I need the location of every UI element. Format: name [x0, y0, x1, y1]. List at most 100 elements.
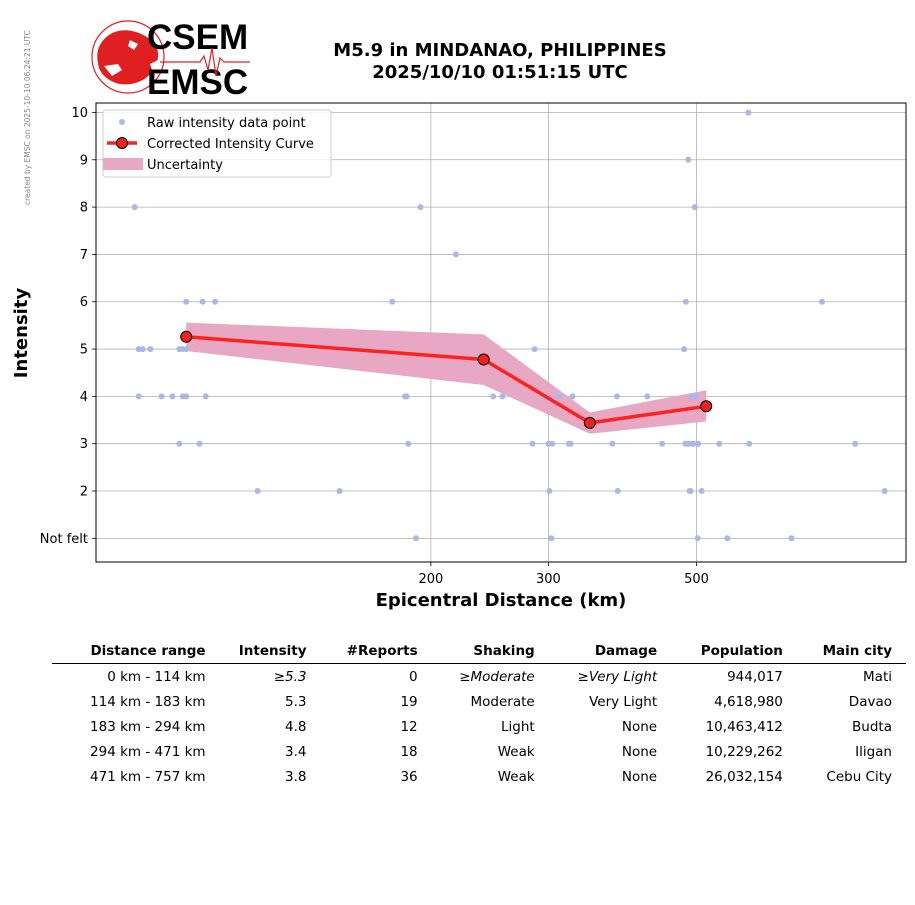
table-cell: Very Light	[589, 694, 658, 710]
raw-data-point	[644, 393, 651, 400]
x-tick-label: 200	[418, 572, 443, 587]
raw-data-point	[685, 156, 692, 163]
legend-raw-marker	[119, 119, 125, 125]
table-row: 471 km - 757 km 3.8 36 Weak None 26,032,154 Ce…	[52, 764, 906, 789]
raw-data-point	[169, 393, 176, 400]
x-tick-label: 300	[536, 572, 561, 587]
intensity-curve-point	[477, 353, 490, 366]
table-cell: None	[621, 744, 658, 760]
raw-data-point	[131, 204, 138, 211]
y-tick-label: 10	[71, 106, 88, 121]
raw-data-point	[183, 393, 190, 400]
chart-title-line1: M5.9 in MINDANAO, PHILIPPINES	[333, 40, 666, 61]
table-cell: None	[621, 719, 658, 735]
logo-csem-text: CSEM	[147, 18, 248, 57]
table-cell: Weak	[497, 769, 535, 785]
raw-data-point	[199, 298, 206, 305]
raw-points-layer	[131, 109, 888, 542]
raw-data-point	[499, 393, 506, 400]
raw-data-point	[569, 393, 576, 400]
raw-data-point	[690, 440, 697, 447]
raw-data-point	[413, 535, 419, 542]
legend-raw-label: Raw intensity data point	[147, 116, 306, 131]
table-cell: 5.3	[285, 694, 307, 710]
raw-data-point	[687, 488, 694, 494]
intensity-curve-point	[180, 330, 193, 343]
emsc-logo: CSEM EMSC	[91, 18, 250, 102]
raw-data-point	[724, 535, 731, 542]
table-cell: Cebu City	[826, 769, 892, 785]
raw-data-point	[682, 298, 689, 305]
legend-curve-marker	[116, 137, 128, 149]
raw-data-point	[614, 488, 621, 494]
raw-data-point	[531, 346, 538, 353]
raw-data-point	[567, 440, 574, 447]
raw-data-point	[183, 346, 190, 353]
y-tick-label: 3	[80, 437, 88, 452]
raw-data-point	[692, 393, 699, 400]
intensity-curve-point	[700, 400, 713, 413]
table-cell: ≥Moderate	[459, 669, 535, 685]
raw-data-point	[546, 488, 553, 494]
uncertainty-layer	[186, 322, 707, 434]
table-cell: 3.8	[285, 769, 307, 785]
legend: Raw intensity data point Corrected Inten…	[102, 109, 332, 178]
raw-data-point	[549, 440, 556, 447]
table-cell: 10,229,262	[705, 744, 783, 760]
raw-data-point	[556, 393, 563, 400]
table-header-cell: Distance range	[52, 640, 214, 664]
table-cell: 18	[400, 744, 418, 760]
raw-data-point	[819, 298, 825, 305]
table-cell: 4,618,980	[714, 694, 783, 710]
table-cell: Davao	[848, 694, 892, 710]
table-header-cell: Population	[671, 640, 797, 664]
table-row: 183 km - 294 km 4.8 12 Light None 10,463,412 B…	[52, 714, 906, 739]
raw-data-point	[490, 393, 497, 400]
raw-data-point	[196, 440, 203, 447]
table-cell: ≥5.3	[273, 669, 307, 685]
raw-data-point	[691, 204, 698, 211]
raw-data-point	[452, 251, 459, 258]
raw-data-point	[176, 440, 183, 447]
table-cell: Moderate	[470, 694, 535, 710]
uncertainty-band	[186, 322, 707, 434]
y-axis-ticks: Not felt 2 3 4 5 6 7 8 9 10	[40, 106, 96, 547]
raw-data-point	[405, 440, 412, 447]
table-cell: None	[621, 769, 658, 785]
table-cell: 10,463,412	[705, 719, 783, 735]
y-tick-label: 5	[80, 343, 88, 358]
raw-data-point	[417, 204, 424, 211]
table-header-cell: Damage	[548, 640, 672, 664]
table-cell: 294 km - 471 km	[90, 744, 206, 760]
table-header-cell: Intensity	[213, 640, 321, 664]
table-body: 0 km - 114 km ≥5.3 0 ≥Moderate ≥Very Light 94…	[52, 664, 906, 790]
legend-uncertainty-label: Uncertainty	[147, 158, 223, 173]
intensity-curve-point	[583, 416, 596, 429]
table-header-cell: #Reports	[320, 640, 432, 664]
raw-data-point	[788, 535, 795, 542]
y-tick-label: 6	[80, 295, 88, 310]
y-tick-label: 7	[80, 248, 88, 263]
table-cell: Light	[501, 719, 535, 735]
table-cell: ≥Very Light	[577, 669, 658, 685]
chart-title-line2: 2025/10/10 01:51:15 UTC	[372, 62, 628, 83]
table-header-row: Distance range Intensity #Reports Shaking Da…	[52, 640, 906, 664]
y-tick-label: 2	[80, 485, 88, 500]
raw-data-point	[659, 440, 666, 447]
raw-data-point	[852, 440, 859, 447]
raw-data-point	[745, 109, 752, 116]
table-cell: Weak	[497, 744, 535, 760]
raw-data-point	[548, 535, 555, 542]
table-cell: 36	[400, 769, 418, 785]
plot-frame	[95, 102, 907, 563]
table-cell: Mati	[863, 669, 892, 685]
legend-uncertainty-swatch	[103, 158, 143, 170]
raw-data-point	[695, 440, 702, 447]
table-row: 0 km - 114 km ≥5.3 0 ≥Moderate ≥Very Light 94…	[52, 664, 906, 690]
intensity-summary-table: Distance range Intensity #Reports Shaking Da…	[52, 640, 906, 789]
x-axis-ticks: 200 300 500	[418, 562, 709, 587]
raw-data-point	[681, 346, 688, 353]
y-axis-label: Intensity	[11, 288, 32, 379]
raw-data-point	[336, 488, 343, 494]
